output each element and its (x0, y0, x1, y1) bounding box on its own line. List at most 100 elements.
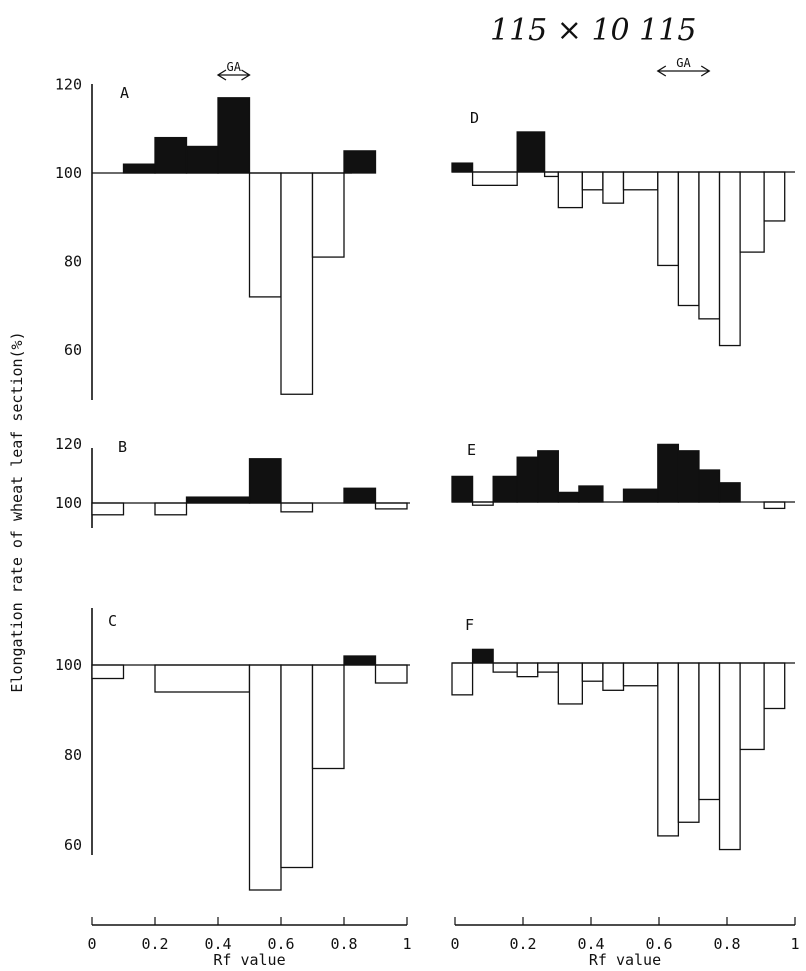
bar (248, 458, 282, 504)
bar (602, 171, 625, 204)
bar (185, 145, 219, 174)
x-axis-right: 0 0.2 0.4 0.6 0.8 1 Rf value (450, 917, 800, 969)
rf-axes: 0 0.2 0.4 0.6 0.8 1 Rf value 0 0.2 0.4 0.6 0.8 1 Rf v… (87, 917, 800, 969)
x-tick-label: 0.2 (141, 935, 168, 953)
x-tick-label: 1 (402, 935, 411, 953)
x-tick-label: 0.8 (713, 935, 740, 953)
bar (537, 662, 559, 673)
bar (657, 443, 680, 503)
bar (622, 488, 659, 503)
bar (718, 171, 741, 347)
bar (543, 171, 559, 178)
bar (516, 456, 539, 503)
y-tick-label: 120 (55, 435, 82, 453)
x-axis-left: 0 0.2 0.4 0.6 0.8 1 Rf value (87, 917, 412, 969)
panel-c: C 60 80 100 (55, 608, 410, 891)
bar (492, 662, 518, 673)
x-tick-label: 0 (450, 935, 459, 953)
bar (677, 171, 700, 307)
x-tick-label: 0.6 (267, 935, 294, 953)
bar (557, 662, 583, 705)
x-tick-label: 0.8 (330, 935, 357, 953)
bar (185, 496, 251, 504)
bar (280, 502, 314, 513)
ga-label: GA (676, 56, 691, 70)
ga-arrow-right-head (241, 69, 251, 81)
bar (698, 171, 721, 320)
panel-e: E (451, 441, 795, 510)
bar (374, 502, 408, 510)
bar (374, 664, 408, 684)
panel-label: C (108, 612, 117, 630)
bar (698, 469, 721, 503)
handwritten-annotation: 115 × 10 115 (490, 13, 696, 48)
bar (451, 162, 474, 173)
x-tick-label: 1 (790, 935, 799, 953)
bar (471, 648, 494, 664)
bar (763, 171, 786, 222)
x-axis-title: Rf value (213, 951, 285, 969)
y-tick-label: 60 (64, 836, 82, 854)
bar (217, 97, 251, 174)
bar (343, 655, 377, 666)
bar (91, 664, 125, 680)
bar (763, 501, 786, 510)
bar (718, 662, 741, 851)
y-tick-label: 80 (64, 253, 82, 271)
bar (154, 136, 188, 174)
bar (451, 475, 474, 503)
bar (311, 664, 345, 770)
panel-label: F (465, 616, 474, 634)
panel-f: F (451, 616, 795, 851)
bar (311, 172, 345, 258)
y-tick-label: 100 (55, 656, 82, 674)
bar (471, 171, 518, 186)
bar (763, 662, 786, 710)
bar (718, 482, 741, 503)
bar (622, 662, 659, 687)
bar (154, 502, 188, 516)
bar (581, 171, 604, 191)
bar (677, 450, 700, 503)
y-tick-label: 60 (64, 341, 82, 359)
bar (557, 491, 580, 503)
bar (516, 662, 539, 678)
panel-label: E (467, 441, 476, 459)
bar (578, 485, 604, 503)
y-tick-label: 80 (64, 746, 82, 764)
bar (343, 487, 377, 504)
panel-label: A (120, 84, 129, 102)
bar (657, 171, 680, 267)
panel-label: D (470, 109, 479, 127)
x-tick-label: 0.2 (509, 935, 536, 953)
bar (739, 662, 765, 751)
bar (122, 163, 156, 174)
panel-a: A 60 80 100 120 GA (55, 60, 377, 400)
bar (91, 502, 125, 516)
bar (451, 662, 474, 696)
bar (248, 664, 282, 891)
bar (581, 662, 604, 682)
x-tick-label: 0.4 (577, 935, 604, 953)
bar (622, 171, 659, 191)
x-axis-title: Rf value (589, 951, 661, 969)
x-tick-label: 0 (87, 935, 96, 953)
ga-label: GA (227, 60, 242, 74)
bar (343, 150, 377, 174)
bar (602, 662, 625, 691)
bar (248, 172, 282, 298)
ga-arrow-left-head (656, 65, 667, 77)
bar (739, 171, 765, 253)
bar (492, 475, 518, 503)
chart-panels: A 60 80 100 120 GA B 100 120 C 60 80 100 D GA E F (55, 56, 795, 891)
ga-arrow-left-head (216, 69, 227, 81)
y-tick-label: 100 (55, 164, 82, 182)
panel-b: B 100 120 (55, 435, 410, 528)
panel-d: D GA (451, 56, 795, 347)
panel-label: B (118, 438, 127, 456)
bar (657, 662, 680, 837)
bar (677, 662, 700, 823)
ga-arrow-right-head (700, 65, 711, 77)
y-axis-title: Elongation rate of wheat leaf section(%) (8, 331, 26, 692)
